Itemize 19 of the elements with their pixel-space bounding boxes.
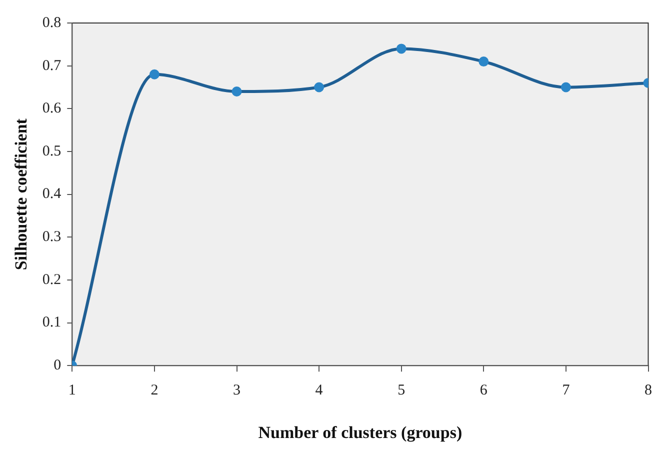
y-tick-label: 0.6 <box>42 100 62 117</box>
x-tick-label: 5 <box>398 382 406 399</box>
x-tick-label: 2 <box>150 382 158 399</box>
x-tick-label: 1 <box>68 382 76 399</box>
x-axis-title: Number of clusters (groups) <box>258 423 462 442</box>
x-tick-label: 6 <box>480 382 488 399</box>
y-axis-title: Silhouette coefficient <box>12 118 31 270</box>
y-tick-label: 0.7 <box>42 58 62 74</box>
y-tick-label: 0.5 <box>42 143 62 160</box>
x-tick-label: 4 <box>315 382 324 399</box>
y-tick-label: 0.8 <box>42 14 62 31</box>
y-tick-label: 0.3 <box>42 229 62 246</box>
x-tick-label: 8 <box>644 382 652 399</box>
y-tick-label: 0 <box>54 358 62 374</box>
x-tick-label: 7 <box>562 382 570 399</box>
y-tick-label: 0.1 <box>42 314 62 331</box>
y-tick-label: 0.4 <box>42 186 62 202</box>
y-tick-label: 0.2 <box>42 272 62 288</box>
x-tick-label: 3 <box>233 382 240 399</box>
